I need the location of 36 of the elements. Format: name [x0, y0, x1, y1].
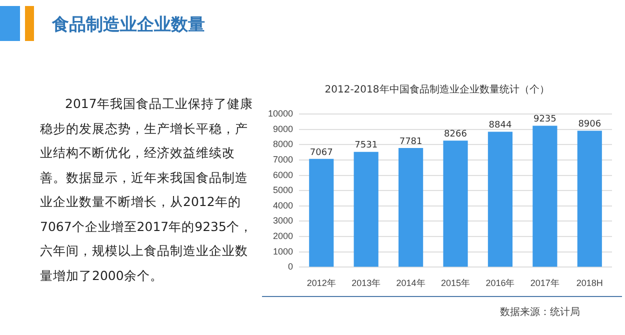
y-tick-label: 6000 — [272, 170, 294, 180]
data-label: 8266 — [444, 129, 468, 140]
bar — [443, 140, 468, 267]
x-tick-label: 2014年 — [396, 278, 426, 288]
x-tick-label: 2016年 — [486, 278, 515, 288]
data-label: 7531 — [354, 140, 378, 151]
bar — [354, 152, 378, 267]
y-tick-label: 0 — [288, 262, 294, 272]
text: 2017年我国食品工业保持了健康稳步的发展态势，生产增长平稳，产业结构不断优化，经济效益维续改善。数据显示，近年来我国食品制造业企业数量不断增长，从2012年的7067个企业增至2017年的9235个，六年间，规模以上食品制造业企业数量增加了2000余个。 — [40, 95, 254, 284]
y-tick-label: 10000 — [268, 108, 294, 118]
x-tick-label: 2017年 — [530, 278, 560, 288]
bar — [577, 130, 602, 267]
data-label: 7067 — [310, 148, 333, 158]
y-tick-label: 8000 — [272, 139, 294, 150]
bar — [488, 132, 513, 267]
bar — [309, 158, 334, 267]
data-label: 8906 — [578, 120, 602, 130]
data-label: 9235 — [533, 114, 556, 125]
bar — [532, 126, 558, 267]
y-tick-label: 2000 — [272, 231, 294, 242]
x-tick-label: 2013年 — [352, 278, 381, 288]
y-tick-label: 7000 — [272, 154, 294, 164]
y-tick-label: 4000 — [272, 200, 294, 210]
y-tick-label: 9000 — [272, 124, 294, 134]
x-tick-label: 2015年 — [441, 278, 470, 288]
y-tick-label: 3000 — [272, 216, 294, 226]
data-label: 8844 — [488, 120, 512, 131]
data-label: 7781 — [399, 136, 422, 147]
chart-subtitle: 2012-2018年中国食品制造业企业数量统计（个） — [324, 84, 550, 96]
text: 食品制造业企业数量 — [52, 14, 205, 36]
x-tick-label: 2012年 — [306, 278, 336, 288]
x-tick-label: 2018H — [576, 278, 603, 288]
y-tick-label: 1000 — [272, 246, 294, 256]
bar — [398, 148, 424, 267]
y-tick-label: 5000 — [272, 185, 294, 196]
source-note: 数据来源：统计局 — [500, 306, 580, 319]
